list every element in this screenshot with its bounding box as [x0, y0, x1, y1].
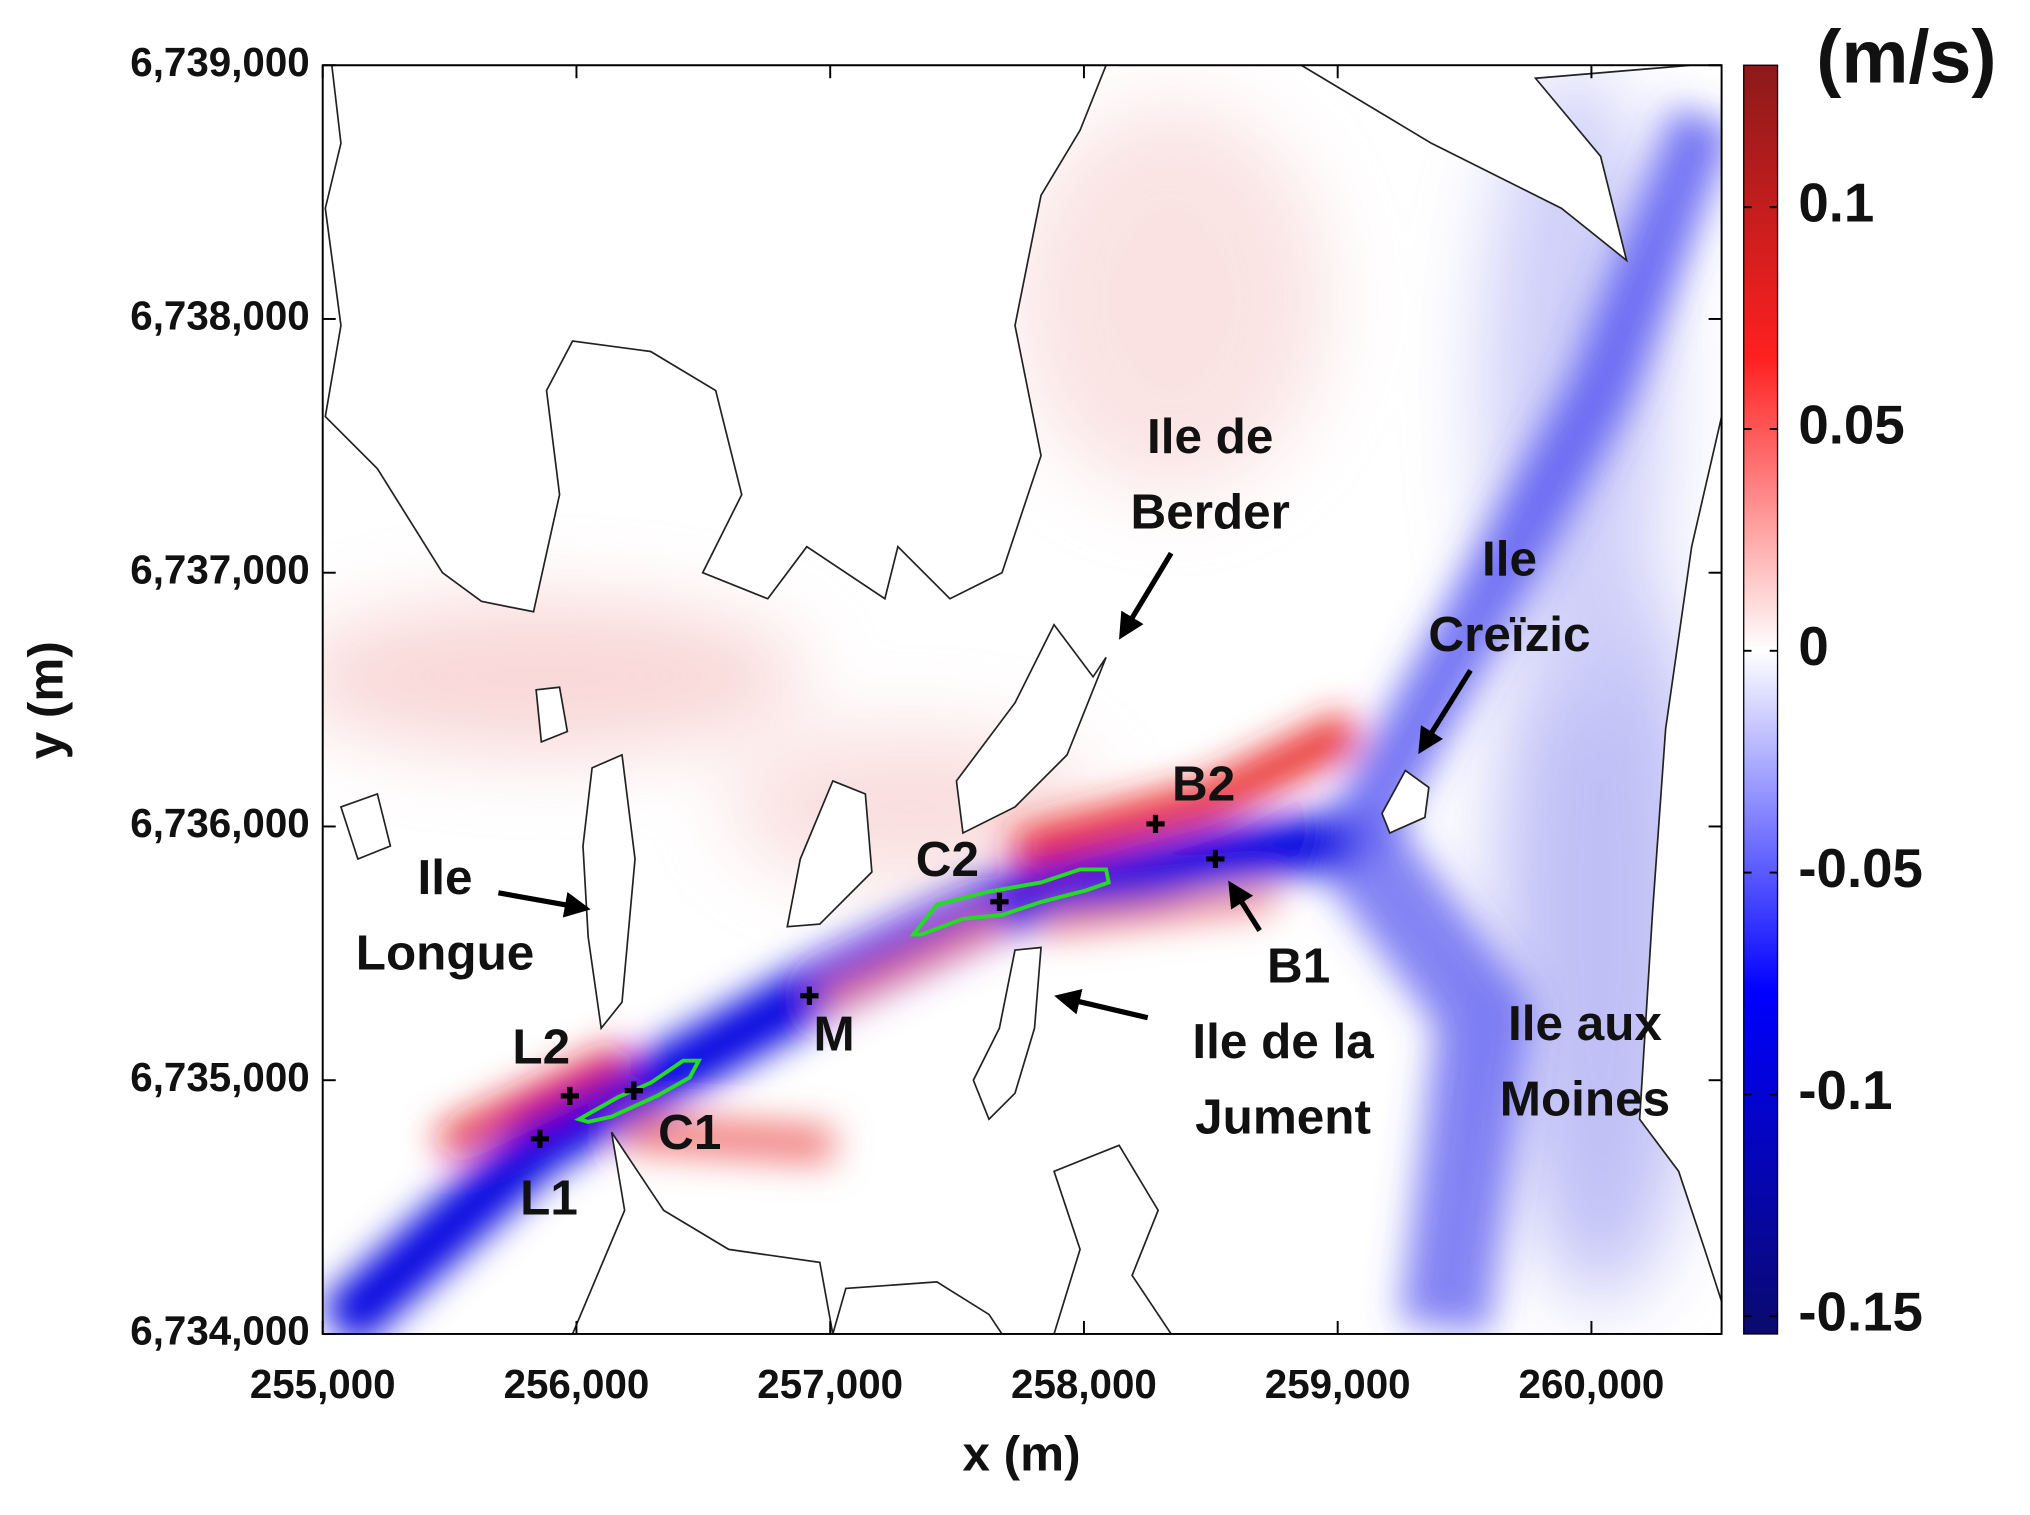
plot-frame	[321, 64, 1723, 1335]
colorbar-tick-label: -0.05	[1798, 838, 1923, 899]
y-tick-label: 6,737,000	[130, 546, 309, 592]
cross	[1206, 849, 1225, 869]
arrow	[497, 890, 591, 918]
station-label: M	[814, 1006, 855, 1061]
arrow	[1418, 668, 1473, 755]
x-tick-label: 256,000	[504, 1361, 650, 1407]
island-label: Ile aux	[1508, 996, 1662, 1051]
colorbar-tick-label: -0.1	[1798, 1060, 1892, 1121]
station-marker	[800, 986, 819, 1005]
x-axis-label: x (m)	[962, 1427, 1080, 1482]
island-label: Moines	[1500, 1071, 1670, 1126]
x-tick-label: 257,000	[757, 1361, 903, 1407]
y-axis-label: y (m)	[19, 641, 74, 759]
colorbar-tick-label: 0.05	[1798, 394, 1904, 455]
cross	[560, 1086, 579, 1106]
x-tick-label: 260,000	[1519, 1361, 1665, 1407]
cross	[624, 1081, 643, 1100]
colorbar-tick-label: 0.1	[1798, 173, 1874, 234]
axes: 255,000 256,000 257,000 258,000 259,000 260,0…	[130, 39, 1722, 1407]
station-label: C1	[658, 1105, 721, 1160]
island-label: Ile de la	[1192, 1014, 1374, 1069]
arrow	[1228, 880, 1262, 932]
island-label: Ile de	[1147, 409, 1273, 464]
x-tick-label: 258,000	[1011, 1361, 1157, 1407]
y-tick-label: 6,735,000	[130, 1054, 309, 1100]
station-label: L1	[520, 1170, 578, 1225]
velocity-field	[322, 65, 1722, 1334]
cross	[530, 1129, 550, 1148]
station-marker	[560, 1086, 579, 1106]
island-label: Berder	[1131, 485, 1290, 540]
arrow	[1119, 551, 1174, 640]
cross	[1146, 814, 1165, 834]
colorbar-tick-label: -0.15	[1798, 1282, 1923, 1343]
station-marker	[1146, 814, 1165, 834]
colorbar-tick-label: 0	[1798, 616, 1828, 677]
y-tick-label: 6,734,000	[130, 1308, 309, 1354]
station-marker	[530, 1129, 550, 1148]
island-label: Ile	[1482, 531, 1537, 586]
station-marker	[1206, 849, 1225, 869]
station-label: C2	[916, 832, 979, 887]
island-label: Jument	[1195, 1090, 1371, 1145]
y-tick-label: 6,739,000	[130, 39, 309, 85]
colorbar	[1743, 64, 1779, 1335]
island-label: Ile	[418, 850, 473, 905]
station-marker	[624, 1081, 643, 1100]
cross	[990, 892, 1009, 911]
station-marker	[990, 892, 1009, 911]
x-tick-label: 255,000	[250, 1361, 396, 1407]
y-tick-label: 6,736,000	[130, 800, 309, 846]
station-label: B2	[1172, 757, 1235, 812]
arrow	[1054, 989, 1149, 1021]
island-label: Longue	[356, 926, 535, 981]
cross	[800, 986, 819, 1005]
island-label: Creïzic	[1428, 607, 1590, 662]
station-label: L2	[512, 1019, 570, 1074]
station-label: B1	[1267, 939, 1330, 994]
y-tick-label: 6,738,000	[130, 293, 309, 339]
x-tick-label: 259,000	[1265, 1361, 1411, 1407]
colorbar-label: (m/s)	[1816, 15, 1996, 99]
